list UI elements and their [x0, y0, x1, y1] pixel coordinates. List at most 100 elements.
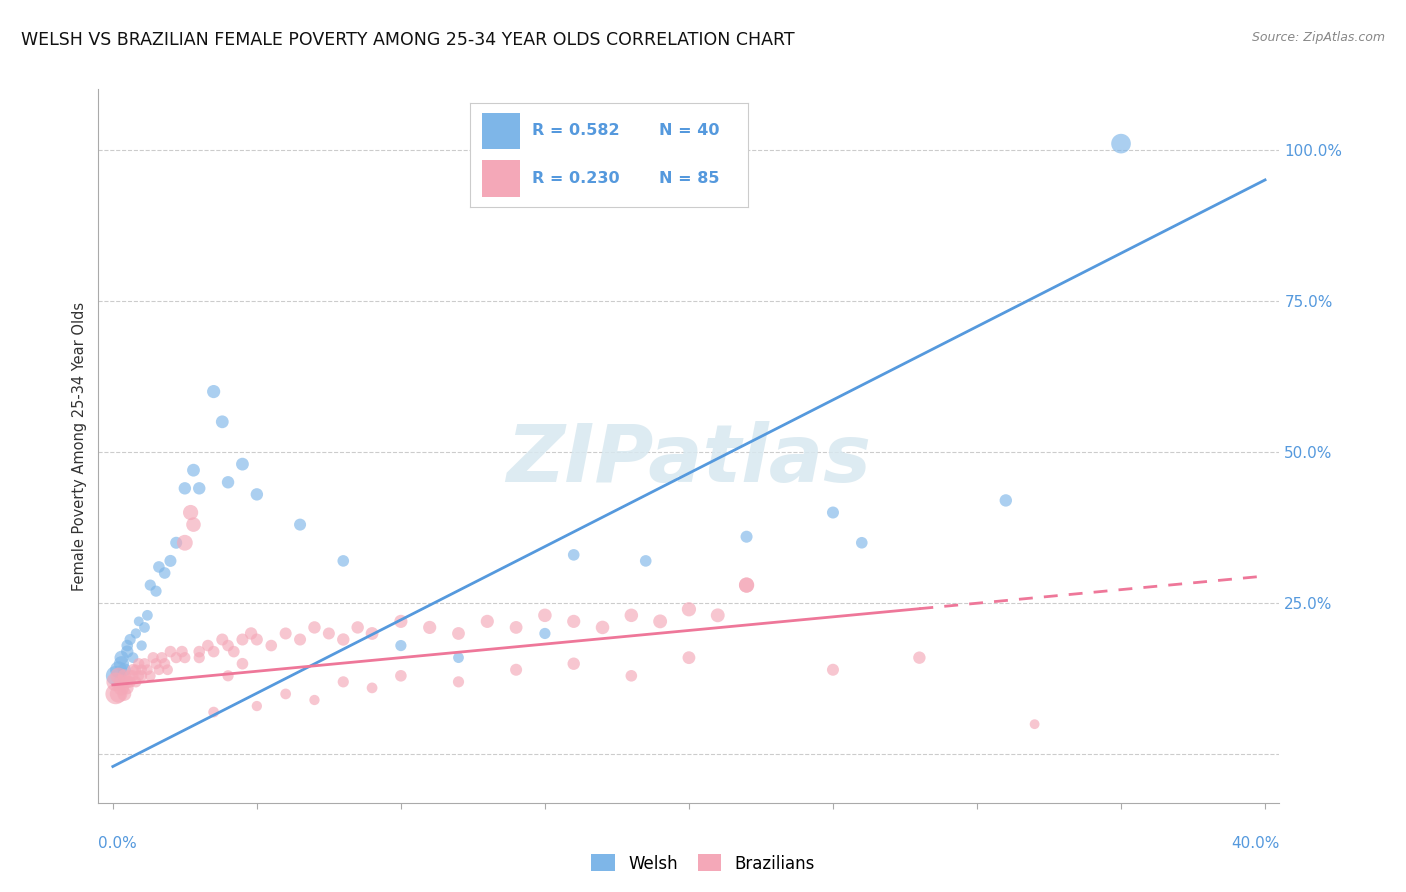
- Point: [122, 650, 145, 665]
- Point: [115, 645, 138, 659]
- Point: [332, 632, 354, 647]
- Text: WELSH VS BRAZILIAN FEMALE POVERTY AMONG 25-34 YEAR OLDS CORRELATION CHART: WELSH VS BRAZILIAN FEMALE POVERTY AMONG …: [21, 31, 794, 49]
- Point: [120, 669, 142, 683]
- Point: [139, 669, 162, 683]
- Point: [131, 639, 153, 653]
- Point: [120, 674, 142, 689]
- Point: [115, 639, 138, 653]
- Point: [562, 615, 585, 629]
- Point: [120, 632, 142, 647]
- Point: [332, 554, 354, 568]
- Point: [505, 620, 527, 634]
- Point: [173, 650, 195, 665]
- Point: [246, 699, 269, 714]
- Text: 0.0%: 0.0%: [98, 836, 138, 851]
- Point: [994, 493, 1017, 508]
- Point: [131, 663, 153, 677]
- Point: [173, 481, 195, 495]
- Point: [821, 506, 844, 520]
- Point: [851, 535, 873, 549]
- Point: [706, 608, 728, 623]
- Point: [211, 415, 233, 429]
- Point: [145, 657, 167, 671]
- Point: [217, 475, 239, 490]
- Point: [260, 639, 283, 653]
- Point: [231, 457, 253, 471]
- Point: [107, 687, 129, 701]
- Point: [908, 650, 931, 665]
- Point: [104, 674, 127, 689]
- Point: [165, 650, 187, 665]
- Point: [183, 517, 205, 532]
- Point: [419, 620, 441, 634]
- Point: [447, 626, 470, 640]
- Point: [274, 687, 297, 701]
- Point: [562, 548, 585, 562]
- Point: [202, 384, 225, 399]
- Point: [128, 615, 150, 629]
- Point: [104, 687, 127, 701]
- Point: [122, 669, 145, 683]
- Point: [304, 620, 326, 634]
- Point: [188, 650, 211, 665]
- Point: [389, 639, 412, 653]
- Point: [159, 645, 181, 659]
- Point: [202, 645, 225, 659]
- Point: [361, 626, 384, 640]
- Point: [107, 663, 129, 677]
- Point: [131, 669, 153, 683]
- Point: [156, 663, 179, 677]
- Point: [634, 554, 657, 568]
- Point: [107, 669, 129, 683]
- Point: [246, 632, 269, 647]
- Point: [389, 669, 412, 683]
- Point: [145, 584, 167, 599]
- Point: [678, 650, 700, 665]
- Point: [112, 687, 135, 701]
- Point: [128, 669, 150, 683]
- Point: [650, 615, 672, 629]
- Point: [620, 669, 643, 683]
- Point: [447, 650, 470, 665]
- Point: [104, 669, 127, 683]
- Y-axis label: Female Poverty Among 25-34 Year Olds: Female Poverty Among 25-34 Year Olds: [72, 301, 87, 591]
- Point: [112, 663, 135, 677]
- Point: [217, 639, 239, 653]
- Point: [1109, 136, 1132, 151]
- Point: [1024, 717, 1046, 731]
- Point: [678, 602, 700, 616]
- Point: [447, 674, 470, 689]
- Point: [735, 578, 758, 592]
- Point: [346, 620, 368, 634]
- Point: [389, 615, 412, 629]
- Point: [211, 632, 233, 647]
- Point: [112, 669, 135, 683]
- Point: [288, 517, 311, 532]
- Point: [274, 626, 297, 640]
- Point: [110, 650, 132, 665]
- Point: [304, 693, 326, 707]
- Point: [288, 632, 311, 647]
- Legend: Welsh, Brazilians: Welsh, Brazilians: [585, 847, 821, 880]
- Point: [735, 530, 758, 544]
- Point: [188, 481, 211, 495]
- Point: [361, 681, 384, 695]
- Point: [136, 663, 159, 677]
- Point: [115, 681, 138, 695]
- Point: [318, 626, 340, 640]
- Point: [136, 608, 159, 623]
- Point: [150, 650, 173, 665]
- Point: [125, 626, 148, 640]
- Point: [139, 578, 162, 592]
- Point: [217, 669, 239, 683]
- Point: [534, 626, 557, 640]
- Text: Source: ZipAtlas.com: Source: ZipAtlas.com: [1251, 31, 1385, 45]
- Point: [125, 674, 148, 689]
- Point: [153, 566, 176, 580]
- Point: [110, 657, 132, 671]
- Point: [134, 620, 156, 634]
- Point: [477, 615, 499, 629]
- Point: [231, 657, 253, 671]
- Point: [165, 535, 187, 549]
- Point: [505, 663, 527, 677]
